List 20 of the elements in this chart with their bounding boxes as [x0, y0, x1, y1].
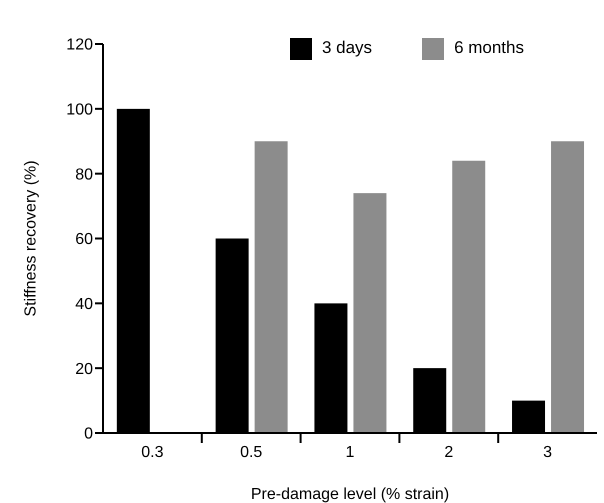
bar: [452, 160, 486, 433]
x-tick-label: 3: [543, 444, 552, 461]
bar: [353, 193, 386, 433]
y-tick-label: 120: [66, 36, 94, 54]
y-tick-label: 0: [84, 426, 94, 443]
y-tick-label: 80: [75, 166, 94, 184]
y-tick-label: 100: [66, 102, 94, 119]
x-tick-label: 2: [444, 444, 454, 461]
y-axis-title: Stiffness recovery (%): [22, 160, 40, 317]
x-axis-title: Pre-damage level (% strain): [250, 486, 450, 503]
legend-label: 6 months: [454, 38, 524, 58]
y-tick-label: 60: [75, 231, 94, 248]
y-tick-label: 20: [75, 360, 94, 378]
x-tick-label: 0.3: [141, 444, 164, 461]
legend-label: 3 days: [322, 38, 372, 58]
y-tick-label: 40: [75, 296, 94, 314]
bar: [551, 141, 584, 433]
bar: [254, 141, 288, 433]
x-tick-label: 1: [346, 444, 355, 461]
x-tick-label: 0.5: [240, 444, 262, 461]
